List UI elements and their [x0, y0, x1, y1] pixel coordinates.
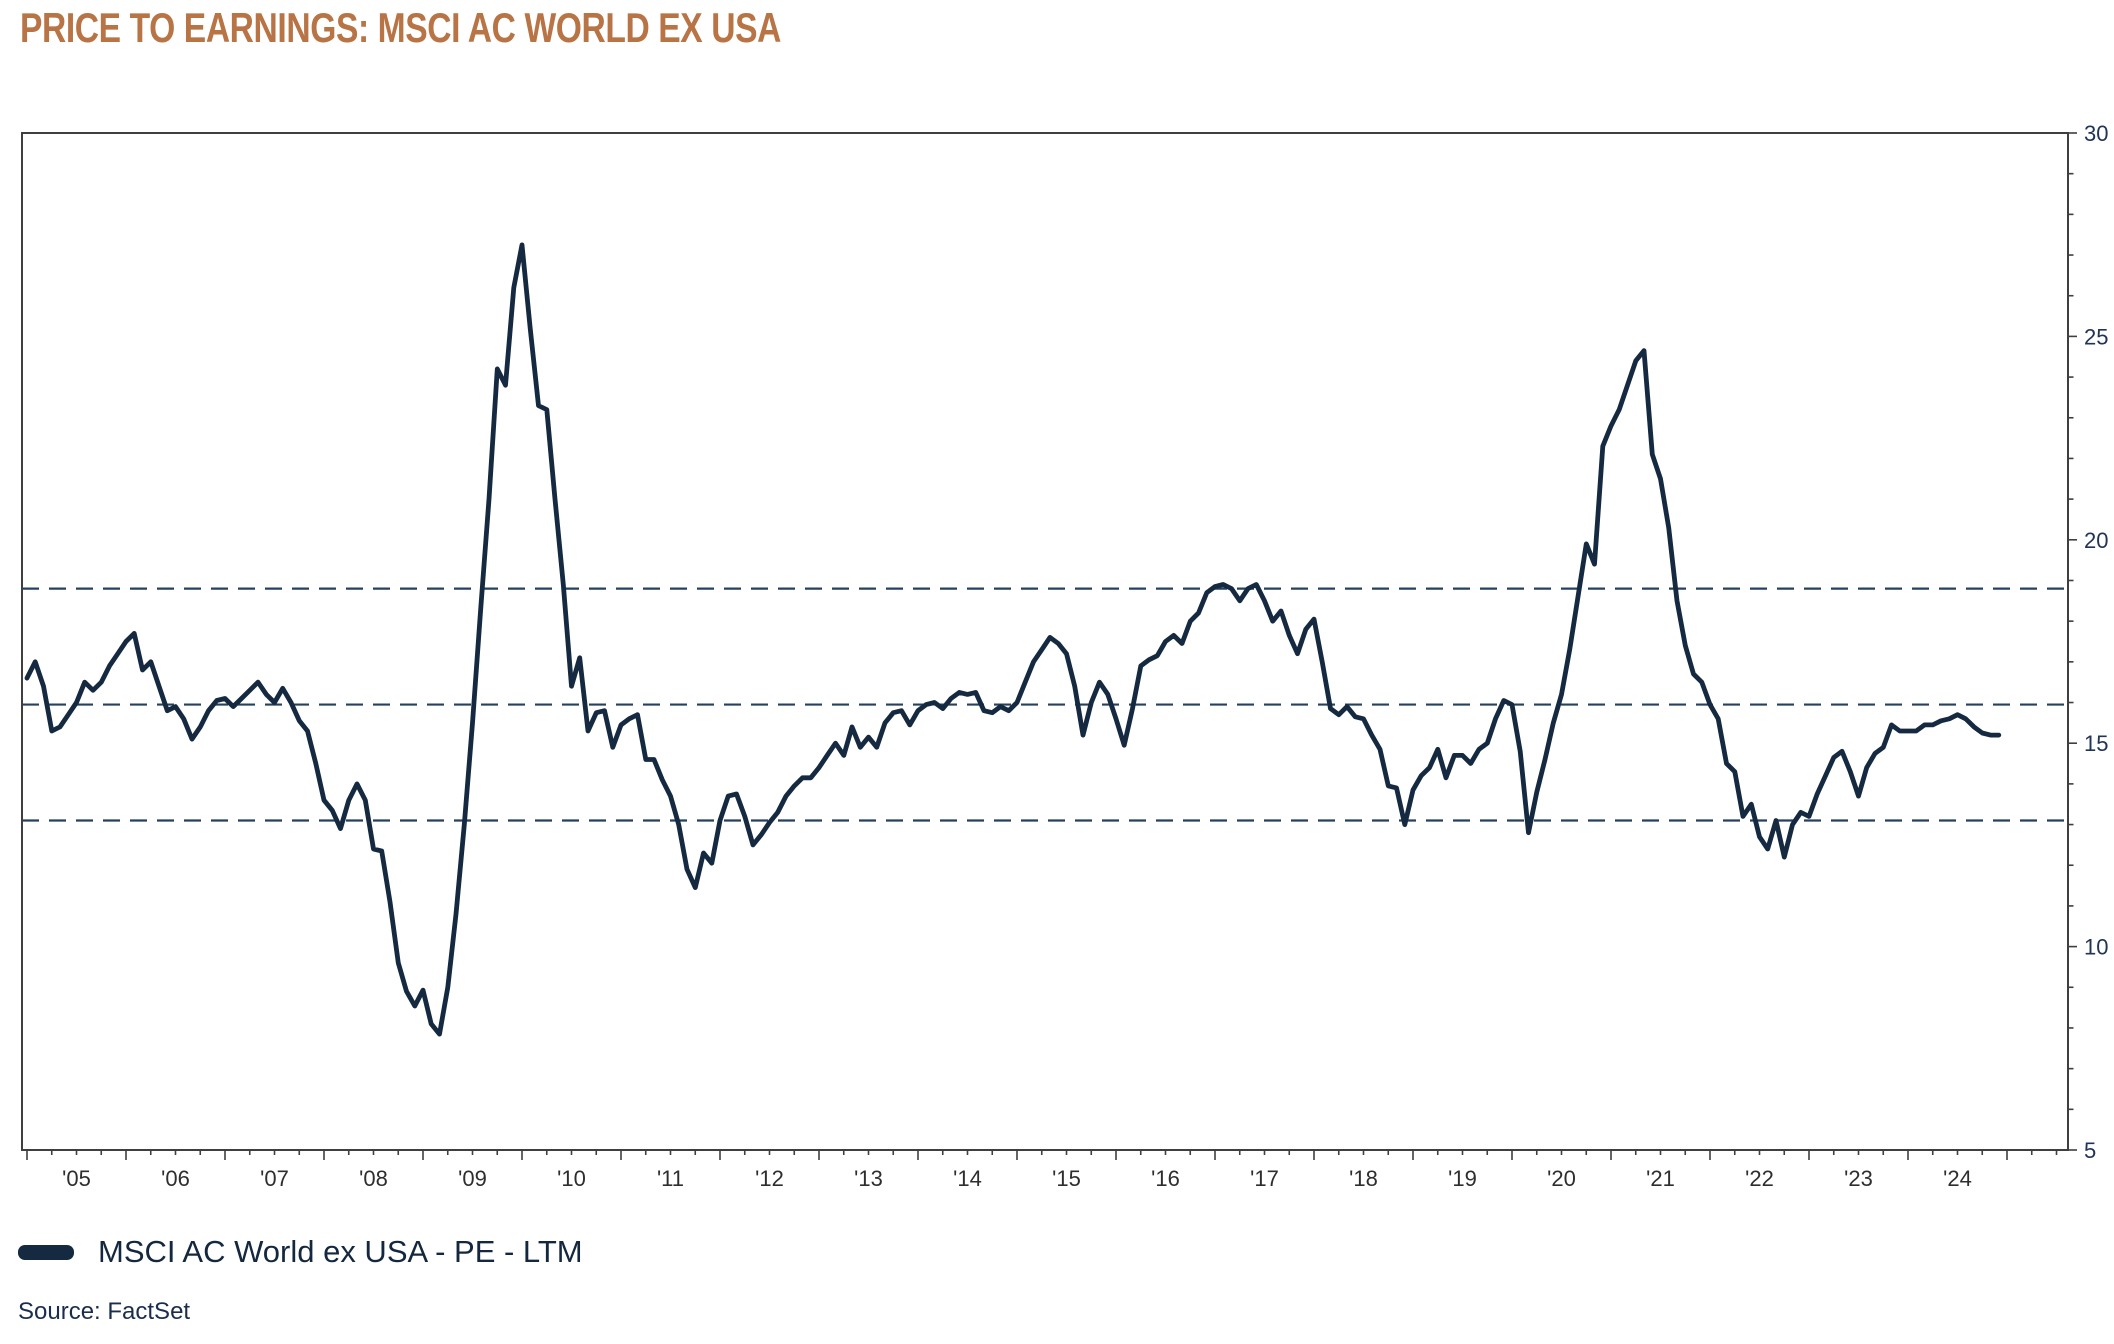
svg-text:'23: '23	[1844, 1166, 1873, 1191]
svg-text:25: 25	[2084, 324, 2108, 349]
svg-text:'10: '10	[557, 1166, 586, 1191]
legend-label: MSCI AC World ex USA - PE - LTM	[98, 1234, 583, 1269]
svg-text:'08: '08	[359, 1166, 388, 1191]
page-title: PRICE TO EARNINGS: MSCI AC WORLD EX USA	[20, 4, 781, 51]
svg-text:10: 10	[2084, 935, 2108, 960]
svg-text:'24: '24	[1943, 1166, 1972, 1191]
svg-text:'21: '21	[1646, 1166, 1675, 1191]
pe-line-chart: 5 10 15 20 25 30 '05 '06 '07 '08 '09 '10 '11 '12 '13 '1…	[21, 121, 2108, 1191]
svg-text:15: 15	[2084, 731, 2108, 756]
svg-text:'11: '11	[657, 1166, 684, 1191]
svg-text:'05: '05	[62, 1166, 91, 1191]
svg-text:'18: '18	[1349, 1166, 1378, 1191]
svg-text:'17: '17	[1250, 1166, 1279, 1191]
svg-text:'07: '07	[260, 1166, 289, 1191]
legend-swatch	[18, 1244, 74, 1260]
svg-text:'20: '20	[1547, 1166, 1576, 1191]
svg-text:'22: '22	[1745, 1166, 1774, 1191]
svg-text:'09: '09	[458, 1166, 487, 1191]
svg-text:'15: '15	[1052, 1166, 1081, 1191]
chart-area: 5 10 15 20 25 30 '05 '06 '07 '08 '09 '10 '11 '12 '13 '1…	[21, 121, 2108, 1191]
legend: MSCI AC World ex USA - PE - LTM	[18, 1234, 583, 1269]
svg-text:'16: '16	[1151, 1166, 1180, 1191]
svg-text:30: 30	[2084, 121, 2108, 146]
svg-text:'13: '13	[854, 1166, 883, 1191]
svg-text:20: 20	[2084, 528, 2108, 553]
svg-text:'06: '06	[161, 1166, 190, 1191]
svg-text:'12: '12	[755, 1166, 784, 1191]
svg-text:5: 5	[2084, 1138, 2096, 1163]
svg-text:'14: '14	[953, 1166, 982, 1191]
svg-text:'19: '19	[1448, 1166, 1477, 1191]
source-note: Source: FactSet	[18, 1298, 191, 1325]
